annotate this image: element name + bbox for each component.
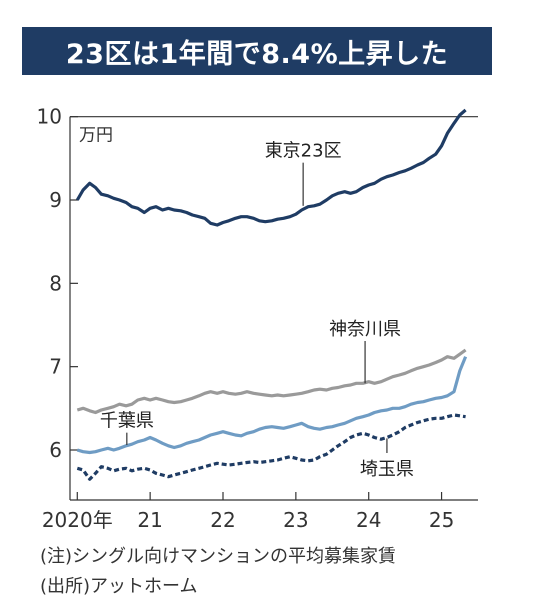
- axis-layer: 6 7 8 9 10 万円 2020年 21 22 23 24 25: [37, 105, 478, 532]
- series-label: 神奈川県: [329, 319, 401, 340]
- x-tick-label: 22: [210, 508, 235, 532]
- x-tick-label: 23: [283, 508, 308, 532]
- chart-title-bar: 23区は1年間で8.4%上昇した: [22, 27, 492, 75]
- series-line: [75, 108, 467, 227]
- y-tick-label: 7: [49, 355, 62, 379]
- note-line: (注)シングル向けマンションの平均募集家賃: [40, 546, 397, 567]
- series-label: 東京23区: [265, 141, 342, 162]
- y-tick-label: 10: [37, 105, 62, 129]
- series-line: [76, 356, 468, 455]
- series-label: 千葉県: [100, 411, 154, 432]
- chart-notes: (注)シングル向けマンションの平均募集家賃 (出所)アットホーム: [40, 542, 396, 602]
- series-label: 埼玉県: [360, 459, 414, 480]
- x-tick-label: 25: [429, 508, 454, 532]
- series-line: [76, 413, 466, 481]
- y-unit-label: 万円: [79, 126, 113, 146]
- x-tick-label: 21: [137, 508, 162, 532]
- y-tick-label: 8: [49, 271, 62, 295]
- x-tick-label: 24: [356, 508, 381, 532]
- y-tick-label: 9: [49, 188, 62, 212]
- source-line: (出所)アットホーム: [40, 576, 198, 597]
- chart-title: 23区は1年間で8.4%上昇した: [65, 38, 449, 70]
- series-line: [76, 348, 467, 415]
- series-layer: [75, 108, 468, 481]
- x-tick-label: 2020年: [42, 508, 113, 532]
- y-tick-label: 6: [49, 438, 62, 462]
